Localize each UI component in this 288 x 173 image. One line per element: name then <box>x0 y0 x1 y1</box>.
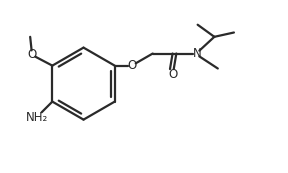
Text: N: N <box>193 47 201 60</box>
Text: NH₂: NH₂ <box>25 111 48 124</box>
Text: O: O <box>127 59 137 72</box>
Text: O: O <box>27 48 36 61</box>
Text: O: O <box>168 68 177 81</box>
